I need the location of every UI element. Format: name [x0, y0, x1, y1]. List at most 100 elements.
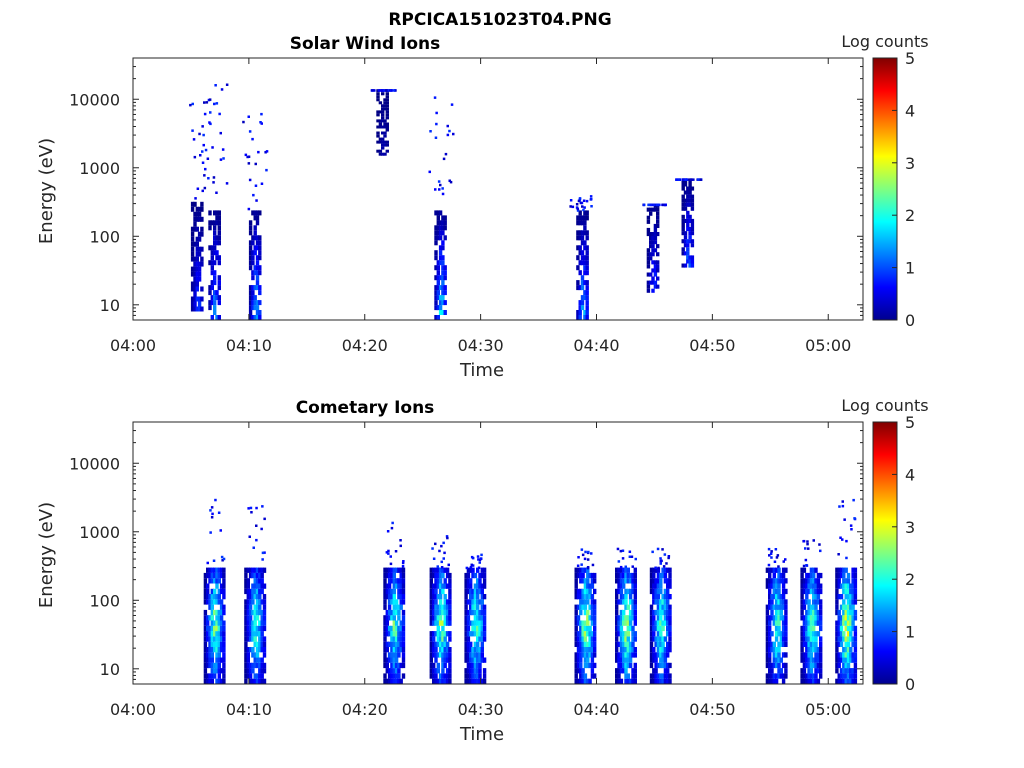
- heatmap-cell: [619, 625, 624, 632]
- heatmap-cell: [663, 567, 668, 573]
- heatmap-cell: [399, 544, 402, 548]
- heatmap-cell: [805, 578, 809, 584]
- heatmap-cell: [441, 657, 445, 663]
- heatmap-cell: [383, 119, 387, 123]
- heatmap-cell: [579, 652, 583, 658]
- heatmap-cell: [653, 232, 658, 237]
- heatmap-cell: [777, 588, 781, 595]
- heatmap-cell: [774, 652, 779, 658]
- heatmap-cell: [656, 215, 660, 220]
- heatmap-cell: [255, 673, 260, 679]
- heatmap-cell: [777, 604, 781, 610]
- heatmap-cell: [399, 578, 403, 584]
- heatmap-cell: [683, 206, 688, 211]
- heatmap-cell: [246, 578, 250, 584]
- heatmap-cell: [576, 230, 580, 236]
- heatmap-cell: [258, 647, 262, 653]
- colorbar-tick-label: 1: [905, 623, 915, 642]
- heatmap-cell: [659, 652, 663, 658]
- heatmap-cell: [438, 652, 443, 658]
- heatmap-cell: [590, 604, 595, 610]
- heatmap-cell: [399, 620, 403, 626]
- heatmap-cell: [390, 615, 394, 621]
- heatmap-cell: [255, 215, 260, 221]
- heatmap-cell: [217, 599, 221, 605]
- heatmap-cell: [258, 567, 262, 573]
- heatmap-cell: [779, 578, 783, 584]
- heatmap-cell: [851, 678, 855, 684]
- x-tick-label: 04:10: [226, 700, 272, 719]
- heatmap-cell: [478, 620, 482, 626]
- heatmap-cell: [781, 652, 786, 658]
- heatmap-cell: [251, 305, 255, 311]
- heatmap-cell: [773, 560, 777, 563]
- heatmap-cell: [195, 216, 199, 222]
- heatmap-cell: [210, 220, 214, 226]
- heatmap-cell: [383, 583, 387, 589]
- heatmap-cell: [210, 285, 214, 291]
- heatmap-cell: [209, 111, 212, 114]
- heatmap-cell: [649, 583, 654, 589]
- heatmap-cell: [816, 668, 821, 674]
- heatmap-cell: [255, 235, 260, 241]
- heatmap-cell: [668, 609, 672, 616]
- heatmap-cell: [401, 652, 406, 658]
- heatmap-cell: [585, 315, 589, 320]
- heatmap-cell: [213, 220, 217, 226]
- heatmap-cell: [628, 588, 633, 595]
- heatmap-cell: [653, 236, 658, 241]
- heatmap-cell: [251, 583, 255, 589]
- heatmap-cell: [210, 567, 214, 573]
- heatmap-cell: [255, 604, 260, 610]
- heatmap-cell: [392, 578, 396, 584]
- heatmap-cell: [586, 678, 590, 684]
- heatmap-cell: [429, 668, 433, 674]
- heatmap-cell: [246, 609, 250, 616]
- heatmap-cell: [255, 657, 260, 663]
- heatmap-cell: [480, 583, 484, 589]
- heatmap-cell: [482, 668, 487, 674]
- heatmap-cell: [784, 636, 788, 642]
- heatmap-cell: [213, 240, 217, 246]
- heatmap-cell: [436, 620, 440, 626]
- heatmap-cell: [203, 620, 208, 626]
- heatmap-cell: [770, 550, 773, 553]
- heatmap-cell: [385, 98, 389, 102]
- heatmap-cell: [438, 583, 443, 589]
- heatmap-cell: [812, 673, 816, 679]
- heatmap-cell: [255, 199, 258, 202]
- heatmap-cell: [473, 641, 478, 647]
- heatmap-cell: [593, 625, 597, 632]
- heatmap-cell: [200, 201, 204, 207]
- heatmap-cell: [252, 546, 255, 549]
- heatmap-cell: [574, 578, 578, 584]
- heatmap-cell: [802, 673, 807, 679]
- heatmap-cell: [814, 609, 818, 616]
- heatmap-cell: [652, 572, 656, 579]
- heatmap-cell: [441, 265, 445, 271]
- heatmap-cell: [844, 668, 848, 674]
- heatmap-cell: [381, 131, 385, 135]
- heatmap-cell: [774, 583, 779, 589]
- heatmap-cell: [765, 604, 770, 610]
- heatmap-cell: [441, 290, 445, 296]
- heatmap-cell: [590, 668, 595, 674]
- heatmap-cell: [255, 305, 260, 311]
- heatmap-cell: [626, 631, 630, 637]
- heatmap-cell: [215, 668, 219, 674]
- heatmap-cell: [819, 636, 823, 642]
- heatmap-cell: [779, 615, 783, 621]
- heatmap-cell: [617, 657, 621, 663]
- heatmap-cell: [381, 110, 385, 114]
- heatmap-cell: [851, 578, 855, 584]
- heatmap-cell: [849, 657, 853, 663]
- heatmap-cell: [842, 668, 846, 674]
- heatmap-cell: [588, 615, 592, 621]
- heatmap-cell: [574, 673, 578, 679]
- heatmap-cell: [851, 625, 855, 632]
- heatmap-cell: [387, 578, 392, 584]
- heatmap-cell: [476, 631, 480, 637]
- heatmap-cell: [574, 609, 578, 616]
- heatmap-cell: [190, 296, 195, 302]
- heatmap-cell: [851, 594, 855, 600]
